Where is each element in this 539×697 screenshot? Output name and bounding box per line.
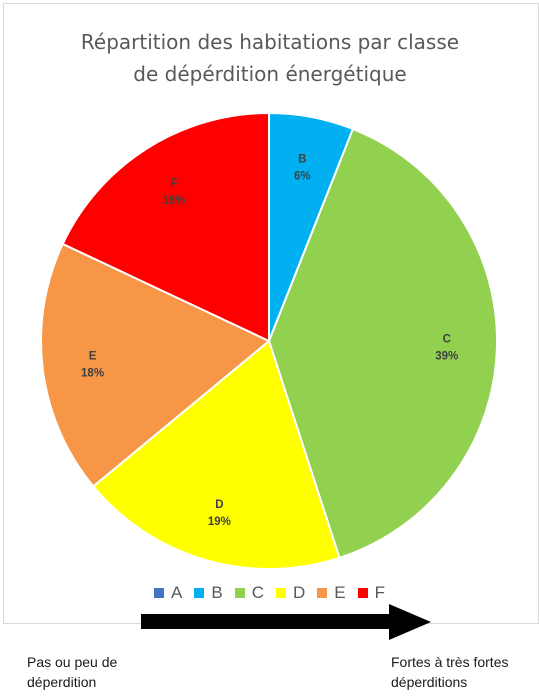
pie-label-category: D — [215, 499, 223, 511]
legend-item-b: B — [194, 583, 223, 603]
legend-swatch — [317, 588, 328, 598]
pie-label-value: 39% — [435, 351, 458, 363]
legend-swatch — [234, 588, 245, 598]
legend-label: F — [374, 583, 385, 602]
chart-title: Répartition des habitations par classe d… — [20, 26, 520, 90]
pie-chart: B 6% C 39% D 19% E 18% F 18% — [40, 111, 498, 570]
scale-arrow-shaft — [141, 614, 391, 629]
pie-label-value: 19% — [208, 516, 231, 528]
pie-label-f: F 18% — [162, 178, 185, 207]
legend-swatch — [194, 588, 205, 598]
legend-label: E — [334, 583, 346, 602]
pie-label-category: F — [170, 178, 177, 190]
pie-label-category: C — [443, 334, 451, 346]
legend-label: C — [251, 583, 264, 602]
scale-arrow-head — [389, 604, 431, 640]
legend-swatch — [275, 588, 286, 598]
pie-label-d: D 19% — [208, 499, 231, 528]
pie-slice-d — [91, 339, 341, 570]
pie-slice-e — [40, 242, 271, 488]
pie-label-category: E — [89, 350, 97, 362]
pie-label-c: C 39% — [435, 334, 458, 363]
pie-slice-f — [61, 111, 270, 343]
chart-title-line-1: Répartition des habitations par classe — [80, 30, 460, 54]
pie-slice-c — [267, 127, 498, 560]
pie-label-category: B — [298, 153, 306, 165]
legend-item-c: C — [234, 583, 264, 603]
legend-item-f: F — [357, 583, 385, 603]
pie-label-value: 6% — [294, 170, 311, 182]
legend-swatch — [357, 588, 368, 598]
legend-label: A — [171, 583, 183, 602]
pie-label-b: B 6% — [294, 153, 311, 182]
pie-label-e: E 18% — [81, 350, 104, 379]
pie-label-value: 18% — [162, 195, 185, 207]
legend-item-e: E — [317, 583, 346, 603]
scale-left-caption-line-1: Pas ou peu de — [27, 654, 118, 670]
scale-right-caption-line-2: déperditions — [391, 674, 468, 690]
chart-legend: A B C D E F — [0, 582, 539, 604]
scale-left-caption-line-2: déperdition — [27, 674, 97, 690]
scale-right-caption: Fortes à très fortes déperditions — [391, 652, 508, 692]
legend-label: B — [211, 583, 223, 602]
chart-title-line-2: de dépérdition énergétique — [133, 62, 407, 86]
legend-item-a: A — [154, 583, 182, 603]
legend-swatch — [154, 588, 164, 598]
legend-item-d: D — [275, 583, 306, 603]
pie-label-value: 18% — [81, 367, 104, 379]
scale-right-caption-line-1: Fortes à très fortes — [391, 654, 509, 670]
legend-label: D — [292, 583, 306, 602]
scale-left-caption: Pas ou peu de déperdition — [27, 652, 117, 692]
